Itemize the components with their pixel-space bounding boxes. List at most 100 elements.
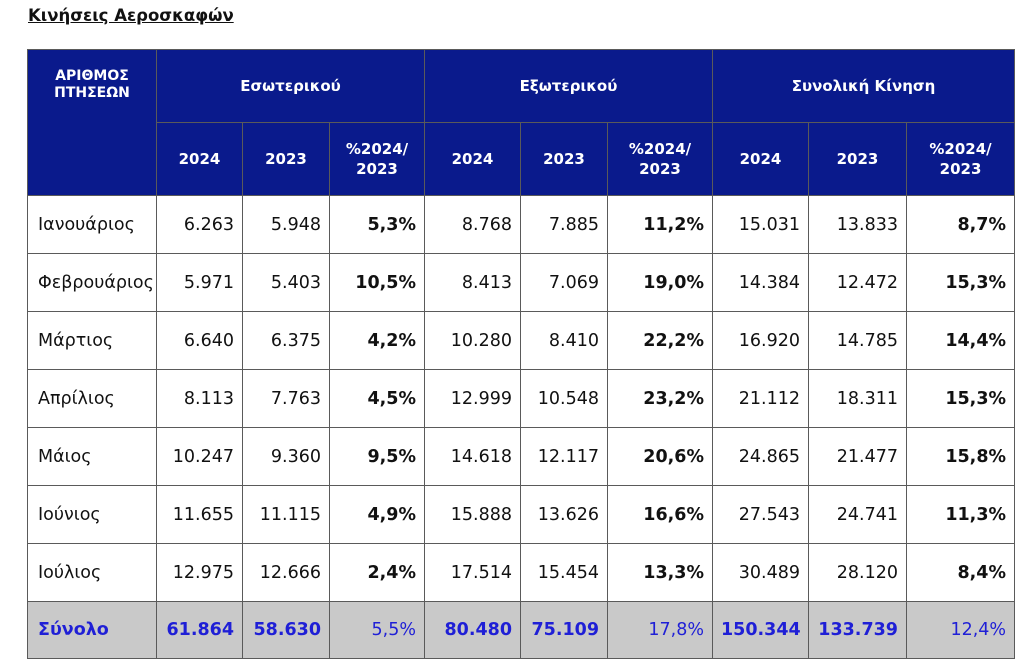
value-cell: 21.112 — [712, 369, 809, 428]
value-cell: 22,2% — [607, 311, 713, 370]
value-cell: 14.618 — [424, 427, 521, 486]
col-header-2023: 2023 — [520, 122, 608, 196]
total-cell: 150.344 — [712, 601, 809, 659]
group-header-total: Συνολική Κίνηση — [711, 49, 1016, 123]
total-cell: 61.864 — [156, 601, 243, 659]
total-label: Σύνολο — [27, 601, 157, 659]
value-cell: 4,2% — [329, 311, 425, 370]
value-cell: 5.971 — [156, 253, 243, 312]
value-cell: 16.920 — [712, 311, 809, 370]
col-header-2023: 2023 — [808, 122, 907, 196]
value-cell: 24.741 — [808, 485, 907, 544]
value-cell: 2,4% — [329, 543, 425, 602]
month-cell: Απρίλιος — [27, 369, 157, 428]
value-cell: 8,7% — [905, 195, 1016, 254]
value-cell: 10.247 — [156, 427, 243, 486]
value-cell: 15.888 — [424, 485, 521, 544]
value-cell: 14,4% — [905, 311, 1016, 370]
value-cell: 15,3% — [905, 369, 1016, 428]
table-row: Ιανουάριος 6.263 5.948 5,3% 8.768 7.885 11,2% 1… — [27, 195, 1016, 254]
value-cell: 7.763 — [242, 369, 330, 428]
value-cell: 13,3% — [607, 543, 713, 602]
total-cell: 75.109 — [520, 601, 608, 659]
col-header-2023: 2023 — [242, 122, 330, 196]
total-row: Σύνολο 61.864 58.630 5,5% 80.480 75.109 … — [27, 601, 1016, 659]
value-cell: 27.543 — [712, 485, 809, 544]
value-cell: 9.360 — [242, 427, 330, 486]
value-cell: 23,2% — [607, 369, 713, 428]
value-cell: 10.548 — [520, 369, 608, 428]
total-cell: 12,4% — [905, 601, 1016, 659]
value-cell: 12.975 — [156, 543, 243, 602]
value-cell: 20,6% — [607, 427, 713, 486]
total-cell: 80.480 — [424, 601, 521, 659]
value-cell: 15.454 — [520, 543, 608, 602]
value-cell: 12.999 — [424, 369, 521, 428]
value-cell: 30.489 — [712, 543, 809, 602]
total-cell: 5,5% — [329, 601, 425, 659]
value-cell: 14.384 — [712, 253, 809, 312]
value-cell: 12.666 — [242, 543, 330, 602]
value-cell: 21.477 — [808, 427, 907, 486]
col-header-pct: %2024/ 2023 — [329, 122, 425, 196]
table-row: Ιούλιος 12.975 12.666 2,4% 17.514 15.454 13,3%… — [27, 543, 1016, 602]
col-header-pct: %2024/ 2023 — [607, 122, 713, 196]
value-cell: 10,5% — [329, 253, 425, 312]
value-cell: 8.410 — [520, 311, 608, 370]
month-cell: Μάρτιος — [27, 311, 157, 370]
col-header-2024: 2024 — [712, 122, 809, 196]
value-cell: 5,3% — [329, 195, 425, 254]
value-cell: 24.865 — [712, 427, 809, 486]
month-cell: Μάιος — [27, 427, 157, 486]
value-cell: 8,4% — [905, 543, 1016, 602]
value-cell: 4,9% — [329, 485, 425, 544]
value-cell: 11,3% — [905, 485, 1016, 544]
group-header-international: Εξωτερικού — [424, 49, 713, 123]
group-header-domestic: Εσωτερικού — [156, 49, 425, 123]
corner-header: ΑΡΙΘΜΟΣ ΠΤΗΣΕΩΝ — [27, 49, 157, 196]
month-cell: Ιανουάριος — [27, 195, 157, 254]
value-cell: 15,8% — [905, 427, 1016, 486]
value-cell: 11.115 — [242, 485, 330, 544]
total-cell: 133.739 — [808, 601, 907, 659]
flights-table: ΑΡΙΘΜΟΣ ΠΤΗΣΕΩΝ Εσωτερικού Εξωτερικού Συ… — [27, 49, 1016, 659]
value-cell: 6.640 — [156, 311, 243, 370]
table-row: Φεβρουάριος 5.971 5.403 10,5% 8.413 7.069 19,0… — [27, 253, 1016, 312]
value-cell: 17.514 — [424, 543, 521, 602]
month-cell: Ιούλιος — [27, 543, 157, 602]
month-cell: Φεβρουάριος — [27, 253, 157, 312]
value-cell: 12.117 — [520, 427, 608, 486]
month-cell: Ιούνιος — [27, 485, 157, 544]
value-cell: 6.375 — [242, 311, 330, 370]
value-cell: 10.280 — [424, 311, 521, 370]
value-cell: 5.948 — [242, 195, 330, 254]
value-cell: 15,3% — [905, 253, 1016, 312]
table-row: Ιούνιος 11.655 11.115 4,9% 15.888 13.626 16,6%… — [27, 485, 1016, 544]
value-cell: 5.403 — [242, 253, 330, 312]
value-cell: 11.655 — [156, 485, 243, 544]
value-cell: 7.069 — [520, 253, 608, 312]
value-cell: 8.413 — [424, 253, 521, 312]
col-header-pct: %2024/ 2023 — [905, 122, 1016, 196]
value-cell: 7.885 — [520, 195, 608, 254]
value-cell: 8.768 — [424, 195, 521, 254]
table-row: Μάιος 10.247 9.360 9,5% 14.618 12.117 20,6% 24.… — [27, 427, 1016, 486]
table-row: Απρίλιος 8.113 7.763 4,5% 12.999 10.548 23,2% 2… — [27, 369, 1016, 428]
value-cell: 13.626 — [520, 485, 608, 544]
value-cell: 14.785 — [808, 311, 907, 370]
value-cell: 13.833 — [808, 195, 907, 254]
value-cell: 11,2% — [607, 195, 713, 254]
total-cell: 58.630 — [242, 601, 330, 659]
value-cell: 15.031 — [712, 195, 809, 254]
table-row: Μάρτιος 6.640 6.375 4,2% 10.280 8.410 22,2% 16.… — [27, 311, 1016, 370]
total-cell: 17,8% — [607, 601, 713, 659]
value-cell: 19,0% — [607, 253, 713, 312]
value-cell: 4,5% — [329, 369, 425, 428]
value-cell: 12.472 — [808, 253, 907, 312]
value-cell: 6.263 — [156, 195, 243, 254]
page-title: Κινήσεις Αεροσκαφών — [28, 6, 234, 25]
value-cell: 8.113 — [156, 369, 243, 428]
col-header-2024: 2024 — [424, 122, 521, 196]
value-cell: 9,5% — [329, 427, 425, 486]
value-cell: 16,6% — [607, 485, 713, 544]
